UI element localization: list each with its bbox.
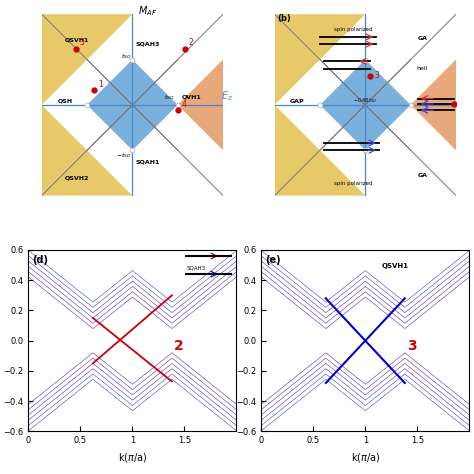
Text: QSH: QSH: [58, 98, 73, 103]
Polygon shape: [410, 60, 456, 150]
Text: 3: 3: [374, 71, 379, 80]
Text: SQAH3: SQAH3: [186, 265, 206, 271]
Polygon shape: [42, 105, 87, 196]
Text: $E_z$: $E_z$: [221, 90, 233, 103]
Text: 3: 3: [80, 38, 85, 47]
Polygon shape: [274, 14, 365, 60]
Text: $t_{SO}$: $t_{SO}$: [164, 93, 174, 102]
Text: SQAH1: SQAH1: [135, 160, 160, 165]
Text: SQAH3: SQAH3: [135, 42, 160, 47]
Text: spin polarized: spin polarized: [334, 27, 372, 32]
Text: GA: GA: [418, 173, 428, 178]
Text: (e): (e): [265, 255, 281, 264]
Polygon shape: [274, 14, 320, 105]
Text: GA: GA: [418, 36, 428, 41]
Polygon shape: [42, 14, 132, 60]
Polygon shape: [42, 150, 132, 196]
Polygon shape: [42, 14, 87, 105]
Polygon shape: [87, 60, 178, 150]
Text: 2: 2: [174, 339, 184, 353]
Text: QSVH1: QSVH1: [382, 263, 409, 269]
Text: spin polarized: spin polarized: [334, 181, 372, 186]
Text: 4: 4: [182, 100, 186, 109]
Text: GAP: GAP: [290, 99, 305, 104]
Text: $-t_{SO}$: $-t_{SO}$: [116, 152, 132, 160]
Text: (b): (b): [277, 14, 291, 23]
Polygon shape: [320, 60, 410, 150]
Text: QVH1: QVH1: [182, 94, 201, 100]
Polygon shape: [274, 150, 365, 196]
Text: 2: 2: [189, 38, 193, 47]
Text: heli: heli: [416, 66, 428, 72]
Text: $t_{SO}$: $t_{SO}$: [120, 52, 131, 61]
Polygon shape: [178, 60, 223, 150]
X-axis label: k($\pi$/a): k($\pi$/a): [118, 451, 147, 464]
X-axis label: k($\pi$/a): k($\pi$/a): [351, 451, 380, 464]
Text: $M_{AF}$: $M_{AF}$: [138, 4, 157, 18]
Text: (d): (d): [33, 255, 49, 264]
Polygon shape: [274, 105, 320, 196]
Text: 3: 3: [407, 339, 417, 353]
Text: $-0.48\,t_{SO}$: $-0.48\,t_{SO}$: [353, 96, 377, 105]
Text: 1: 1: [98, 80, 103, 89]
Text: QSVH1: QSVH1: [64, 37, 89, 43]
Text: QSVH2: QSVH2: [64, 175, 89, 180]
